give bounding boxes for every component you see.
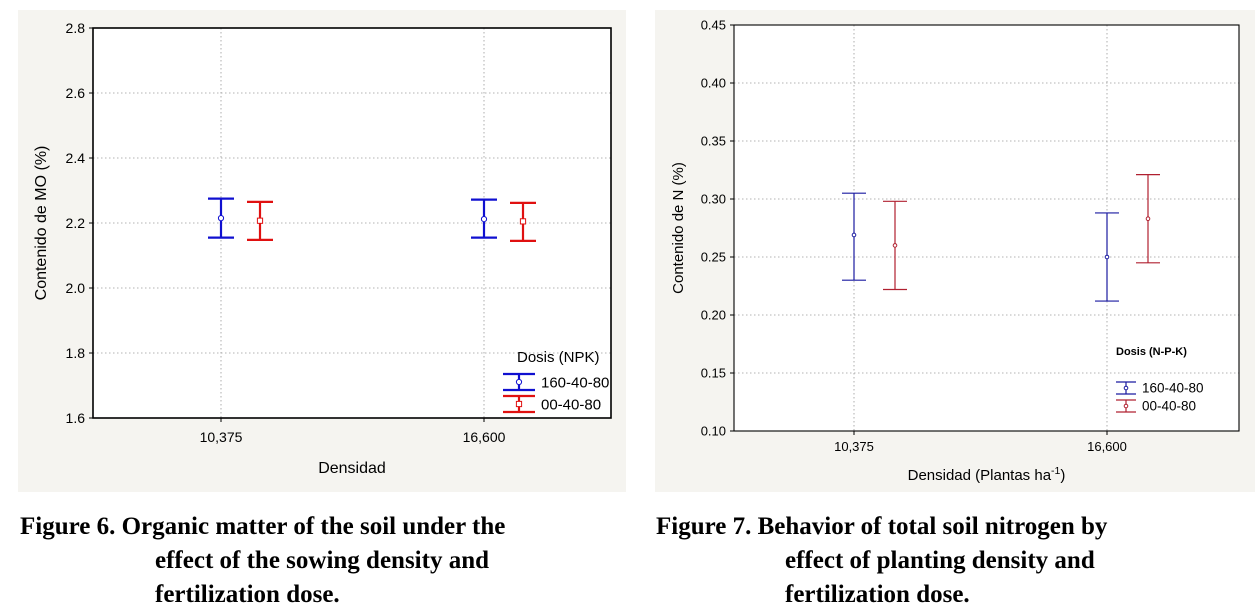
y-tick-label: 0.10 xyxy=(701,424,726,439)
mean-point xyxy=(519,218,527,225)
y-tick-label: 2.4 xyxy=(66,150,86,166)
caption-line: Figure 7. Behavior of total soil nitroge… xyxy=(656,513,1108,540)
caption-line: effect of planting density and xyxy=(785,547,1095,574)
y-tick-label: 0.45 xyxy=(701,18,726,33)
x-tick-label: 16,600 xyxy=(1087,439,1127,454)
y-axis-label: Contenido de MO (%) xyxy=(33,146,50,301)
organic-matter-chart: 1.6 1.8 2.0 2.2 2.4 2.6 2.8 10,375 16,600 Conteni… xyxy=(33,20,612,477)
legend-label: 160-40-80 xyxy=(541,374,609,391)
x-tick-label: 16,600 xyxy=(463,429,506,445)
legend-marker xyxy=(515,378,523,386)
caption-line: fertilization dose. xyxy=(785,581,970,608)
mean-point xyxy=(1145,216,1151,222)
legend-marker xyxy=(1123,403,1129,409)
legend-label: 00-40-80 xyxy=(541,396,601,413)
y-tick-label: 0.15 xyxy=(701,366,726,381)
y-tick-label: 0.40 xyxy=(701,76,726,91)
y-tick-label: 0.30 xyxy=(701,192,726,207)
x-axis-label: Densidad (Plantas ha-1) xyxy=(908,465,1066,484)
mean-point xyxy=(892,243,898,248)
x-axis-label: Densidad xyxy=(318,460,386,477)
x-tick-label: 10,375 xyxy=(834,439,874,454)
mean-point xyxy=(217,215,225,222)
y-tick-label: 2.8 xyxy=(66,20,86,36)
y-tick-label: 2.0 xyxy=(66,280,86,296)
y-tick-label: 1.8 xyxy=(66,345,86,361)
caption-line: fertilization dose. xyxy=(155,581,340,608)
y-tick-label: 1.6 xyxy=(66,410,86,426)
figure-7-caption: Figure 7. Behavior of total soil nitroge… xyxy=(656,510,1256,612)
mean-point xyxy=(256,217,264,224)
y-tick-label: 2.2 xyxy=(66,215,86,231)
legend-marker xyxy=(1123,385,1129,391)
mean-point xyxy=(851,232,857,238)
legend-title: Dosis (NPK) xyxy=(517,349,600,366)
chart-panel-nitrogen: 0.10 0.15 0.20 0.25 0.30 0.35 0.40 0.45 10,375 16… xyxy=(655,10,1255,492)
legend-label: 00-40-80 xyxy=(1142,399,1196,414)
y-tick-label: 0.20 xyxy=(701,308,726,323)
y-tick-label: 2.6 xyxy=(66,85,86,101)
figure-6-caption: Figure 6. Organic matter of the soil und… xyxy=(20,510,630,612)
mean-point xyxy=(1104,254,1110,260)
chart-panel-organic-matter: 1.6 1.8 2.0 2.2 2.4 2.6 2.8 10,375 16,600 Conteni… xyxy=(18,10,626,492)
x-tick-label: 10,375 xyxy=(200,429,243,445)
nitrogen-chart: 0.10 0.15 0.20 0.25 0.30 0.35 0.40 0.45 10,375 16… xyxy=(670,18,1240,484)
plot-area xyxy=(734,25,1239,431)
plot-frame xyxy=(92,27,612,419)
plot-frame xyxy=(733,24,1240,432)
mean-point xyxy=(480,216,488,223)
y-tick-label: 0.25 xyxy=(701,250,726,265)
legend-label: 160-40-80 xyxy=(1142,381,1204,396)
legend-title: Dosis (N-P-K) xyxy=(1116,346,1187,358)
caption-line: effect of the sowing density and xyxy=(155,547,490,574)
y-axis-label: Contenido de N (%) xyxy=(670,162,687,294)
legend-marker xyxy=(515,400,523,408)
caption-line: Figure 6. Organic matter of the soil und… xyxy=(20,513,506,540)
y-tick-label: 0.35 xyxy=(701,134,726,149)
